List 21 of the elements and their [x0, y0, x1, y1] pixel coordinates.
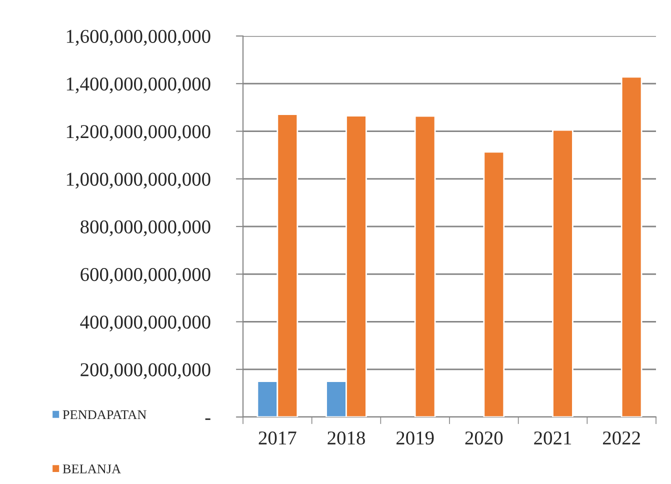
bar: [414, 115, 436, 417]
y-tick-label: 200,000,000,000: [80, 363, 210, 380]
x-tick-label: 2020: [465, 431, 503, 445]
y-tick-label: 1,000,000,000,000: [66, 172, 210, 189]
legend-label: PENDAPATAN: [62, 410, 146, 420]
y-tick-label: 1,400,000,000,000: [66, 77, 210, 94]
y-tick-label: 600,000,000,000: [80, 268, 210, 284]
x-tick-label: 2018: [328, 431, 365, 445]
bar: [620, 76, 642, 417]
y-tick-label: -: [205, 418, 210, 420]
x-tick-label: 2019: [396, 431, 434, 445]
legend-label: BELANJA: [62, 464, 121, 474]
y-tick-label: 1,200,000,000,000: [66, 125, 210, 141]
y-tick-label: 800,000,000,000: [80, 220, 210, 236]
bar: [552, 129, 574, 417]
x-tick-label: 2021: [534, 431, 572, 445]
y-tick-label: 1,600,000,000,000: [66, 30, 210, 46]
bar: [483, 151, 505, 417]
y-tick-label: 400,000,000,000: [80, 316, 210, 332]
x-tick-label: 2022: [602, 431, 640, 445]
x-tick-label: 2017: [258, 431, 296, 445]
